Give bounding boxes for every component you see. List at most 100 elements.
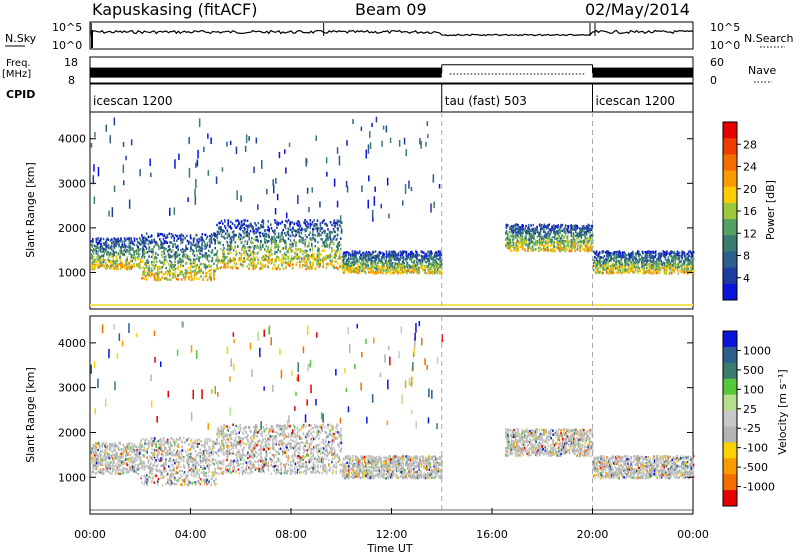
echo-cell	[536, 243, 538, 246]
echo-cell	[518, 228, 520, 231]
echo-cell	[339, 256, 342, 259]
echo-cell	[369, 267, 371, 270]
echo-cell	[577, 232, 580, 236]
echo-cell	[270, 245, 273, 249]
echo-cell	[99, 261, 102, 265]
echo-cell	[545, 240, 547, 243]
echo-cell	[90, 264, 92, 268]
echo-cell	[555, 241, 558, 244]
echo-cell	[230, 237, 232, 240]
echo-cell	[281, 234, 283, 237]
echo-cell	[633, 263, 635, 267]
echo-cell	[654, 272, 657, 275]
echo-cell	[590, 244, 593, 247]
echo-cell	[574, 241, 576, 245]
echo-cell	[242, 265, 244, 268]
echo-cell	[98, 257, 101, 261]
echo-cell	[233, 235, 236, 238]
echo-cell	[518, 236, 520, 239]
echo-cell	[270, 238, 273, 242]
echo-cell	[246, 242, 249, 245]
echo-cell	[329, 241, 332, 245]
echo-cell	[530, 233, 533, 237]
echo-cell	[399, 255, 402, 259]
echo-cell	[95, 263, 98, 267]
echo-cell	[316, 235, 319, 238]
echo-cell	[624, 266, 626, 270]
echo-cell	[239, 259, 242, 262]
echo-cell	[248, 254, 251, 258]
echo-cell	[577, 235, 580, 238]
echo-cell	[435, 260, 437, 263]
echo-cell	[190, 243, 193, 246]
echo-cell	[279, 222, 282, 225]
echo-cell	[154, 273, 157, 276]
echo-cell	[102, 264, 104, 267]
echo-cell	[599, 263, 601, 267]
echo-cell	[561, 224, 564, 227]
echo-cell	[213, 253, 215, 257]
echo-cell	[646, 254, 649, 257]
echo-cell	[308, 254, 310, 258]
echo-cell	[292, 257, 294, 260]
echo-cell	[274, 250, 277, 254]
echo-cell	[266, 228, 269, 232]
echo-cell	[616, 264, 618, 268]
echo-cell	[608, 269, 611, 273]
echo-cell	[285, 247, 287, 250]
echo-cell	[603, 261, 606, 264]
echo-cell	[218, 241, 220, 244]
echo-cell	[317, 263, 319, 266]
echo-cell	[216, 251, 218, 255]
echo-cell	[367, 267, 369, 271]
echo-cell	[575, 230, 577, 234]
echo-cell	[356, 268, 359, 272]
echo-cell	[248, 249, 251, 252]
echo-cell	[323, 259, 325, 262]
echo-cell	[271, 258, 273, 261]
echo-cell	[570, 231, 573, 235]
echo-cell	[439, 265, 441, 269]
echo-cell	[536, 225, 538, 229]
echo-cell	[553, 249, 555, 252]
echo-cell	[90, 240, 92, 243]
echo-cell	[120, 258, 122, 261]
echo-cell	[227, 264, 229, 267]
echo-cell	[226, 241, 229, 244]
echo-cell	[603, 268, 606, 271]
echo-cell	[338, 220, 341, 223]
echo-cell	[628, 264, 630, 267]
echo-cell	[307, 245, 309, 248]
echo-cell	[132, 257, 134, 260]
echo-cell	[158, 234, 160, 237]
echo-cell	[289, 246, 291, 250]
echo-cell	[384, 261, 387, 264]
echo-cell	[240, 235, 243, 238]
echo-cell	[332, 221, 335, 224]
echo-cell	[509, 227, 511, 231]
echo-cell	[629, 264, 631, 268]
echo-cell	[379, 267, 381, 271]
echo-cell	[308, 257, 310, 260]
echo-cell	[328, 246, 331, 249]
echo-cell	[303, 255, 305, 258]
echo-cell	[427, 268, 429, 272]
echo-cell	[584, 235, 586, 239]
echo-cell	[674, 254, 677, 257]
echo-cell	[431, 270, 433, 273]
echo-cell	[634, 258, 637, 261]
echo-cell	[585, 245, 588, 249]
echo-cell	[345, 263, 347, 266]
echo-cell	[615, 252, 618, 255]
echo-cell	[238, 222, 241, 225]
echo-cell	[419, 259, 422, 262]
echo-cell	[132, 242, 134, 245]
echo-cell	[340, 221, 343, 224]
echo-cell	[523, 229, 526, 232]
beam-title: Beam 09	[355, 0, 427, 19]
echo-cell	[95, 247, 98, 250]
echo-cell	[287, 237, 290, 240]
echo-cell	[255, 238, 257, 242]
echo-cell	[170, 241, 173, 244]
echo-cell	[187, 257, 190, 261]
